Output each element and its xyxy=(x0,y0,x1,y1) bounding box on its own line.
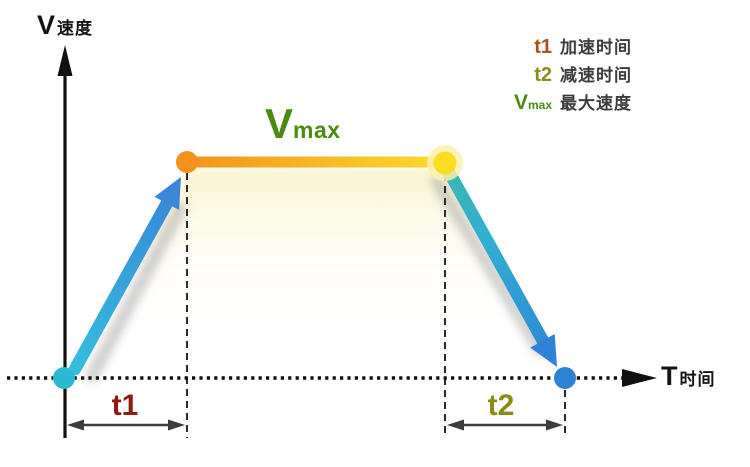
t1-dimension-arrowhead-left-icon xyxy=(67,419,84,431)
x-axis-label: T 时间 xyxy=(661,361,716,392)
legend-key-vmax-subscript: max xyxy=(527,98,552,112)
t2-dimension-arrowhead-left-icon xyxy=(447,419,464,431)
vmax-curve-label: V max xyxy=(265,100,341,148)
x-axis-arrowhead-icon xyxy=(622,369,657,387)
y-axis-arrowhead-icon xyxy=(57,45,73,76)
accel-arrow-shadow xyxy=(85,202,187,383)
vmax-symbol: V xyxy=(265,100,294,147)
t2-dimension-label: t2 xyxy=(487,389,515,422)
t1-dimension-arrowhead-right-icon xyxy=(168,419,185,431)
y-axis-name: 速度 xyxy=(57,19,94,38)
legend-row-t1: t1 加速时间 xyxy=(498,33,632,61)
decel-arrowhead-icon xyxy=(530,334,557,367)
decel-arrow-line xyxy=(442,165,550,348)
legend-row-vmax: Vmax 最大速度 xyxy=(498,89,632,117)
t2-dimension-arrowhead-right-icon xyxy=(546,419,563,431)
legend-key-t1: t1 xyxy=(534,36,552,58)
decel-start-dot xyxy=(433,151,457,175)
legend-key-vmax: Vmax xyxy=(498,91,552,115)
accel-arrowhead-icon xyxy=(154,177,181,210)
y-axis-symbol: V xyxy=(37,10,56,40)
t1-dimension-label: t1 xyxy=(111,389,139,422)
start-point-dot xyxy=(53,367,75,389)
y-axis-label: V 速度 xyxy=(37,10,93,41)
legend-desc-t1: 加速时间 xyxy=(560,38,632,57)
legend-desc-vmax: 最大速度 xyxy=(560,94,632,113)
x-axis-symbol: T xyxy=(661,361,678,391)
end-point-dot xyxy=(554,367,576,389)
accel-arrow-line xyxy=(68,196,174,376)
legend: t1 加速时间 t2 减速时间 Vmax 最大速度 xyxy=(498,33,632,117)
legend-desc-t2: 减速时间 xyxy=(560,66,632,85)
legend-key-t2: t2 xyxy=(534,64,552,86)
legend-row-t2: t2 减速时间 xyxy=(498,61,632,89)
vmax-subscript: max xyxy=(293,117,341,143)
accel-end-dot xyxy=(176,151,198,173)
x-axis-name: 时间 xyxy=(679,370,716,389)
decel-arrow-shadow xyxy=(430,174,547,357)
trapezoid-fill xyxy=(75,169,560,372)
legend-key-vmax-symbol: V xyxy=(513,91,528,114)
